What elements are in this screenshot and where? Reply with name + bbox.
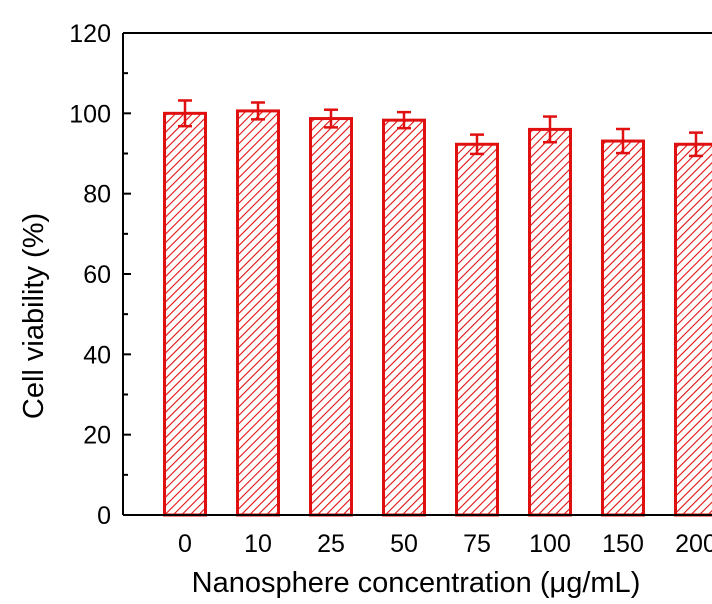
- x-tick-label: 75: [463, 530, 491, 558]
- y-axis-title: Cell viability (%): [18, 213, 50, 419]
- bar: [309, 117, 353, 517]
- labels-layer: Nanosphere concentration (μg/mL) Cell vi…: [18, 213, 640, 599]
- bar: [455, 142, 499, 517]
- y-tick-label: 0: [97, 502, 111, 530]
- bar: [674, 142, 712, 517]
- bar: [163, 111, 207, 517]
- x-tick-label: 10: [244, 530, 272, 558]
- axes-layer: 0 10 25 50 75 100 150 200 0 20 40 60 80 100 120: [69, 20, 712, 558]
- bar: [382, 118, 426, 517]
- bar: [528, 127, 572, 517]
- x-tick-label: 100: [529, 530, 571, 558]
- x-axis-title: Nanosphere concentration (μg/mL): [192, 567, 641, 599]
- y-tick-label: 60: [83, 261, 111, 289]
- x-tick-label: 25: [317, 530, 345, 558]
- y-tick-label: 100: [69, 100, 111, 128]
- bars-layer: [163, 99, 712, 517]
- x-tick-label: 50: [390, 530, 418, 558]
- y-tick-label: 20: [83, 422, 111, 450]
- bar: [601, 139, 645, 517]
- x-tick-label: 150: [602, 530, 644, 558]
- y-tick-label: 40: [83, 341, 111, 369]
- x-tick-label: 200: [675, 530, 712, 558]
- bar: [236, 109, 280, 517]
- y-tick-label: 80: [83, 181, 111, 209]
- x-tick-label: 0: [178, 530, 192, 558]
- y-tick-label: 120: [69, 20, 111, 48]
